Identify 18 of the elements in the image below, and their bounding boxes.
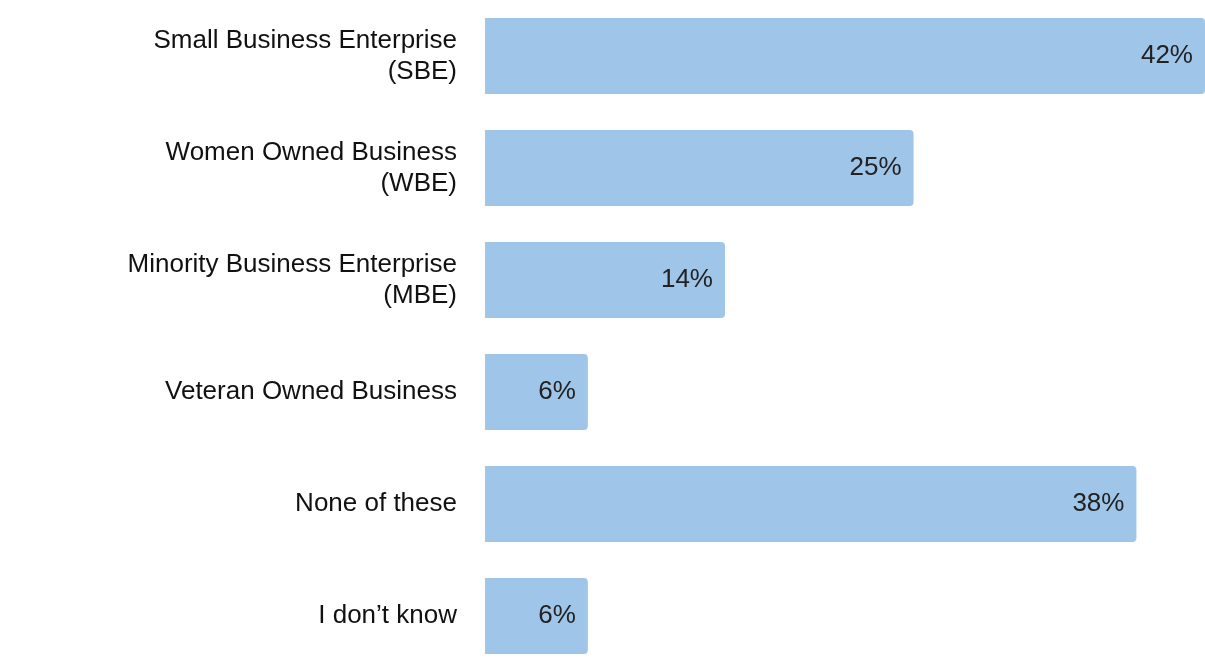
y-tick-label: Small Business Enterprise (SBE) [153, 23, 457, 85]
bar [485, 241, 725, 319]
y-tick-label: Veteran Owned Business [165, 375, 457, 406]
bar [485, 577, 588, 655]
data-label: 25% [849, 151, 902, 182]
data-label: 42% [1140, 39, 1193, 70]
bar [485, 465, 1137, 543]
bar [485, 129, 914, 207]
y-tick-label: Women Owned Business (WBE) [165, 135, 457, 197]
y-tick-label: Minority Business Enterprise (MBE) [127, 247, 457, 309]
data-label: 6% [538, 599, 576, 630]
bar [485, 353, 588, 431]
y-tick-label: None of these [295, 487, 457, 518]
y-tick-label: I don’t know [318, 599, 458, 630]
data-label: 6% [538, 375, 576, 406]
data-label: 38% [1072, 487, 1125, 518]
bar [485, 17, 1205, 95]
data-label: 14% [660, 263, 713, 294]
